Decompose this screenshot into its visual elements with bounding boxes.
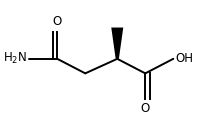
Polygon shape — [111, 27, 123, 59]
Text: O: O — [141, 102, 150, 115]
Text: OH: OH — [175, 52, 193, 65]
Text: O: O — [53, 15, 62, 27]
Text: H$_2$N: H$_2$N — [3, 51, 27, 66]
